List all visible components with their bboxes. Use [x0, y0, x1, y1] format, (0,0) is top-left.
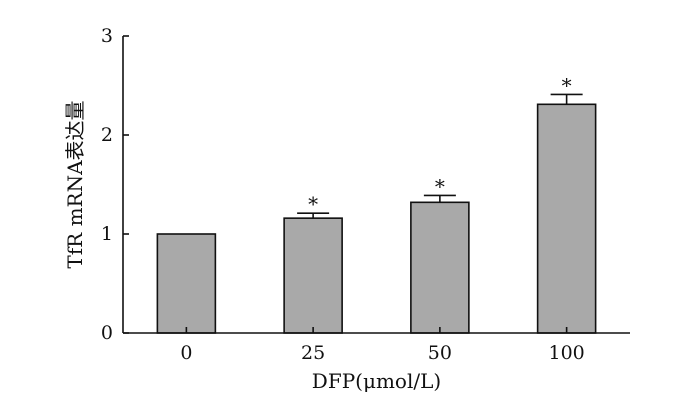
significance-star: *: [562, 73, 572, 97]
x-tick-label: 100: [548, 342, 584, 364]
significance-star: *: [308, 192, 318, 216]
x-ticks-group: 0 25 50 100: [180, 327, 585, 364]
y-tick-label: 1: [101, 223, 113, 245]
x-axis-label: DFP(μmol/L): [312, 369, 441, 393]
y-tick-label: 2: [101, 124, 113, 146]
bar: [410, 201, 470, 334]
x-tick-label: 25: [301, 342, 325, 364]
significance-markers-group: * * *: [308, 73, 572, 216]
y-axis-label: TfR mRNA表达量: [63, 100, 87, 268]
x-tick-label: 0: [180, 342, 192, 364]
bar: [156, 233, 217, 334]
bar: [536, 103, 597, 334]
error-bars-group: [297, 93, 583, 219]
bars-group: [156, 103, 597, 334]
significance-star: *: [435, 174, 445, 198]
x-tick-label: 50: [428, 342, 452, 364]
y-tick-label: 3: [101, 25, 113, 47]
bar: [283, 217, 343, 334]
y-ticks-group: 0 1 2 3: [101, 25, 129, 344]
y-tick-label: 0: [101, 322, 113, 344]
